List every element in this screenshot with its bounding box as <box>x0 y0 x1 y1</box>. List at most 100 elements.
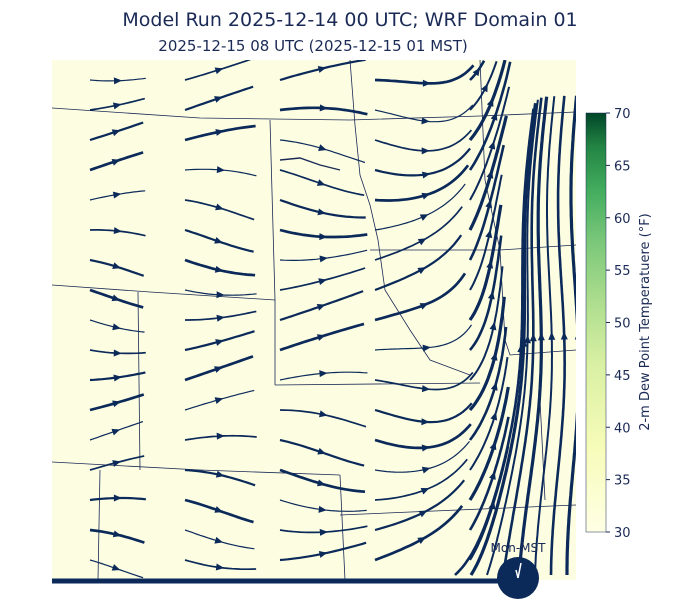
streamline-arrow <box>112 530 122 538</box>
streamline-arrow <box>112 323 121 331</box>
streamline-arrow <box>112 102 122 110</box>
streamline-arrow <box>486 260 494 269</box>
streamline-arrow <box>319 104 328 112</box>
clock-hand <box>515 569 519 579</box>
streamline-arrow <box>216 166 225 174</box>
colorbar-tick-label: 55 <box>614 264 631 279</box>
streamline-arrow <box>215 470 225 478</box>
streamline-arrow <box>113 227 122 235</box>
streamline-arrow <box>537 332 545 341</box>
streamline-arrow <box>421 466 431 474</box>
clock-label: Mon-MST <box>491 541 547 555</box>
colorbar-tick-label: 70 <box>614 107 631 122</box>
streamline-arrow <box>420 487 430 495</box>
clock-hand <box>517 562 522 579</box>
streamline-arrow <box>520 338 528 347</box>
colorbar-tick-label: 60 <box>614 212 631 227</box>
subtitle: 2025-12-15 08 UTC (2025-12-15 01 MST) <box>158 37 467 55</box>
streamline-arrow <box>485 199 493 209</box>
streamline-arrow <box>318 278 327 286</box>
streamline-arrow <box>316 334 326 341</box>
streamline-arrow <box>490 411 498 421</box>
colorbar-tick-label: 35 <box>614 474 631 489</box>
streamline-arrow <box>419 303 429 310</box>
streamline-arrow <box>215 339 224 346</box>
streamline-arrow <box>422 79 431 87</box>
streamline-arrow <box>113 494 122 502</box>
streamline-arrow <box>421 444 431 452</box>
streamline-arrow <box>489 321 497 331</box>
streamline-arrow <box>490 352 498 361</box>
streamline-arrow <box>214 397 224 404</box>
streamline-arrow <box>215 203 224 211</box>
streamline-arrow <box>472 67 481 77</box>
streamline-arrow <box>490 382 498 391</box>
streamline-arrow <box>317 447 326 455</box>
streamline-arrow <box>214 265 224 273</box>
streamline-arrow <box>113 349 122 357</box>
streamline-arrow <box>417 238 427 246</box>
streamline-arrow <box>216 314 225 322</box>
streamline-arrow <box>214 237 223 244</box>
streamline-arrow <box>112 191 122 199</box>
streamline-arrow <box>418 510 428 518</box>
streamline-arrow <box>216 432 225 440</box>
streamline-arrow <box>421 418 430 426</box>
streamline-arrow <box>112 262 121 270</box>
streamline-arrow <box>317 66 327 73</box>
streamline-arrow <box>318 144 327 151</box>
streamline-arrow <box>489 471 496 480</box>
streamline-arrow <box>318 505 327 513</box>
streamline-arrow <box>421 385 431 393</box>
streamline-arrow <box>319 233 328 241</box>
streamline-arrow <box>214 506 224 513</box>
streamline-arrow <box>417 267 427 275</box>
streamline-arrow <box>317 208 327 216</box>
streamline-arrow <box>214 67 224 75</box>
streamline-arrow <box>524 335 532 344</box>
streamline-arrow <box>316 304 326 311</box>
streamline-arrow <box>421 117 430 125</box>
title: Model Run 2025-12-14 00 UTC; WRF Domain … <box>122 9 577 31</box>
colorbar-ticks: 30 35 40 45 50 55 60 65 70 <box>606 107 631 541</box>
streamline-arrow <box>481 83 488 93</box>
streamline-arrow <box>318 551 328 558</box>
streamlines <box>89 60 576 579</box>
streamline-arrow <box>112 460 121 467</box>
streamline-arrow <box>487 290 495 300</box>
streamline-arrow <box>486 170 494 179</box>
streamline-arrow <box>319 410 328 418</box>
streamline-arrow <box>319 370 328 378</box>
streamline-arrow <box>111 294 121 302</box>
streamline-arrow <box>486 98 494 107</box>
streamline <box>565 95 576 575</box>
streamline-arrow <box>421 171 431 179</box>
colorbar-tick-label: 65 <box>614 159 631 174</box>
streamline-arrow <box>215 129 224 136</box>
streamline-arrow <box>421 192 431 200</box>
colorbar-label: 2-m Dew Point Temperatuere (°F) <box>638 213 653 431</box>
streamline-arrow <box>214 366 223 373</box>
streamline-arrow <box>422 344 431 352</box>
streamline-arrow <box>215 563 225 571</box>
streamline-arrow <box>417 537 426 545</box>
streamline-arrow <box>488 140 496 150</box>
streamline-arrow <box>319 528 328 536</box>
streamline-arrow <box>214 536 224 544</box>
streamline-arrow <box>529 333 537 342</box>
streamline-arrow <box>485 229 493 239</box>
streamline-arrow <box>113 77 122 85</box>
colorbar-tick-label: 30 <box>614 526 631 541</box>
streamline-arrow <box>112 400 121 408</box>
streamline-arrow <box>317 479 326 487</box>
streamline-arrow <box>216 291 225 299</box>
streamline-arrow <box>490 112 498 121</box>
streamline-arrow <box>421 147 430 155</box>
streamline-arrow <box>111 129 121 137</box>
streamline-arrow <box>489 441 497 451</box>
colorbar-tick-label: 45 <box>614 369 631 384</box>
colorbar <box>585 112 607 533</box>
streamline-arrow <box>548 331 556 340</box>
streamline-arrow <box>419 214 429 221</box>
